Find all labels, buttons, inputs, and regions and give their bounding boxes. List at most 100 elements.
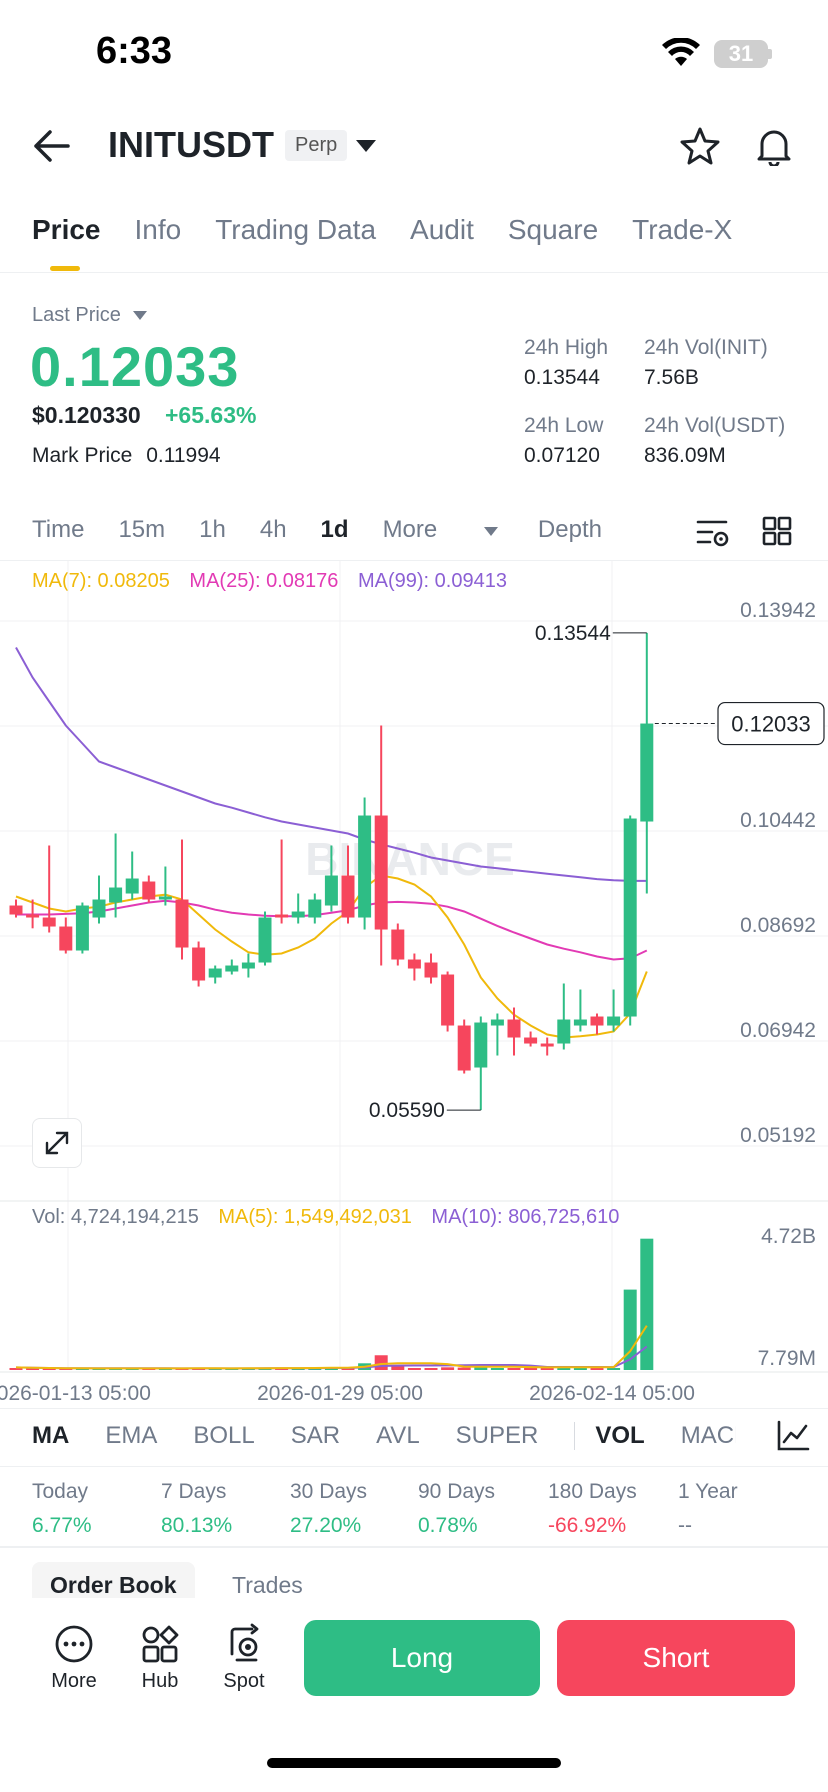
stat-24h-low-label: 24h Low <box>524 414 604 437</box>
candle-body <box>640 723 654 822</box>
ma25-line <box>16 899 648 961</box>
tab-trading-data[interactable]: Trading Data <box>215 214 377 245</box>
last-price-label[interactable]: Last Price <box>32 304 147 327</box>
interval-more[interactable]: More <box>383 516 498 544</box>
volume-bar <box>524 1368 538 1370</box>
tab-order-book[interactable]: Order Book <box>32 1562 195 1605</box>
tab-trades[interactable]: Trades <box>232 1572 303 1598</box>
candle-body <box>158 896 172 900</box>
indicator-settings-icon[interactable] <box>776 1420 810 1452</box>
alert-bell-icon[interactable] <box>756 126 792 166</box>
interval-depth[interactable]: Depth <box>537 516 602 543</box>
volume-bar <box>391 1365 405 1370</box>
candle-body <box>75 905 89 951</box>
tab-audit[interactable]: Audit <box>410 214 474 245</box>
indicator-separator <box>574 1422 576 1450</box>
tab-info[interactable]: Info <box>134 214 182 245</box>
tab-trade-x[interactable]: Trade-X <box>632 214 733 245</box>
symbol-dropdown-icon[interactable] <box>356 140 376 154</box>
stat-24h-vol-init-value: 7.56B <box>644 366 699 389</box>
perf-90d-value: 0.78% <box>418 1514 478 1537</box>
tab-price[interactable]: Price <box>32 214 101 245</box>
interval-15m[interactable]: 15m <box>118 516 166 543</box>
indicator-avl[interactable]: AVL <box>376 1422 420 1449</box>
perf-7d-label: 7 Days <box>161 1480 227 1503</box>
favorite-star-icon[interactable] <box>680 127 720 165</box>
perf-90d-label: 90 Days <box>418 1480 496 1503</box>
volume-bar <box>507 1368 521 1370</box>
symbol-title[interactable]: INITUSDT <box>108 124 274 165</box>
back-arrow-icon[interactable] <box>34 130 70 162</box>
volume-ma5-line <box>15 1325 648 1370</box>
ma99-legend: MA(99): 0.09413 <box>357 570 507 592</box>
interval-1h[interactable]: 1h <box>199 516 226 543</box>
candle-body <box>457 1025 471 1071</box>
time-axis-label: 2026-01-13 05:00 <box>0 1382 151 1400</box>
price-axis-label: 0.13942 <box>740 599 816 622</box>
hub-icon[interactable] <box>140 1624 180 1664</box>
more-label[interactable]: More <box>51 1670 97 1692</box>
volume-bar <box>474 1366 488 1370</box>
volume-bar <box>573 1368 587 1370</box>
wifi-icon <box>662 38 700 66</box>
candle-body <box>590 1016 604 1026</box>
candle-body <box>225 965 239 972</box>
active-tab-indicator <box>50 266 80 271</box>
volume-legend: Vol: 4,724,194,215 MA(5): 1,549,492,031 … <box>32 1206 619 1229</box>
volume-bar <box>407 1368 421 1370</box>
candle-body <box>42 917 56 927</box>
price-axis-label: 0.10442 <box>740 809 816 832</box>
candle-body <box>424 962 438 978</box>
spot-icon[interactable] <box>224 1622 266 1664</box>
candle-body <box>9 905 23 915</box>
indicator-ema[interactable]: EMA <box>105 1422 158 1449</box>
hub-label[interactable]: Hub <box>141 1670 179 1692</box>
indicator-divider-top <box>0 1408 828 1409</box>
long-button[interactable]: Long <box>304 1620 540 1696</box>
candle-body <box>241 962 255 969</box>
status-time: 6:33 <box>96 30 173 72</box>
volume-bar <box>457 1367 471 1370</box>
more-icon[interactable] <box>54 1624 94 1664</box>
usd-price: $0.120330 <box>32 402 141 428</box>
indicator-super[interactable]: SUPER <box>455 1422 539 1449</box>
mark-price-value: 0.11994 <box>146 444 221 467</box>
volume-bar <box>441 1367 455 1370</box>
price-axis-label: 0.05192 <box>740 1124 816 1147</box>
short-button[interactable]: Short <box>557 1620 795 1696</box>
ma-legend: MA(7): 0.08205 MA(25): 0.08176 MA(99): 0… <box>32 570 507 593</box>
last-price-dropdown-icon[interactable] <box>132 311 147 321</box>
perf-1y-label: 1 Year <box>678 1480 738 1503</box>
indicator-ma[interactable]: MA <box>32 1422 70 1449</box>
candle-body <box>607 1016 621 1026</box>
home-indicator <box>267 1758 561 1768</box>
perf-30d-label: 30 Days <box>290 1480 368 1503</box>
layout-grid-icon[interactable] <box>762 516 792 546</box>
high-price-label: 0.13544 <box>535 622 611 645</box>
page-tabs: Price Info Trading Data Audit Square Tra… <box>32 214 766 246</box>
interval-4h[interactable]: 4h <box>259 516 287 543</box>
volume-bar <box>540 1368 554 1370</box>
tab-square[interactable]: Square <box>507 214 599 245</box>
candle-body <box>92 899 106 918</box>
candle-body <box>374 815 388 930</box>
fullscreen-button[interactable] <box>32 1118 82 1168</box>
candle-body <box>490 1019 504 1026</box>
time-axis-label: 2026-01-29 05:00 <box>257 1382 423 1400</box>
indicator-fade <box>736 1414 828 1460</box>
volume-axis-min: 7.79M <box>758 1347 816 1370</box>
interval-selector: Time 15m 1h 4h 1d More Depth <box>32 516 636 544</box>
candle-body <box>358 815 372 918</box>
interval-time[interactable]: Time <box>32 516 85 543</box>
indicator-vol[interactable]: VOL <box>595 1422 645 1449</box>
perf-180d-value: -66.92% <box>548 1514 627 1537</box>
indicator-sar[interactable]: SAR <box>290 1422 341 1449</box>
indicator-tabs: MA EMA BOLL SAR AVL SUPER VOL MACD <box>32 1422 751 1450</box>
spot-label[interactable]: Spot <box>223 1670 265 1692</box>
indicator-boll[interactable]: BOLL <box>193 1422 255 1449</box>
chart-settings-icon[interactable] <box>696 518 730 548</box>
more-dropdown-icon <box>483 527 498 536</box>
interval-1d[interactable]: 1d <box>320 516 349 543</box>
candle-body <box>324 875 338 906</box>
